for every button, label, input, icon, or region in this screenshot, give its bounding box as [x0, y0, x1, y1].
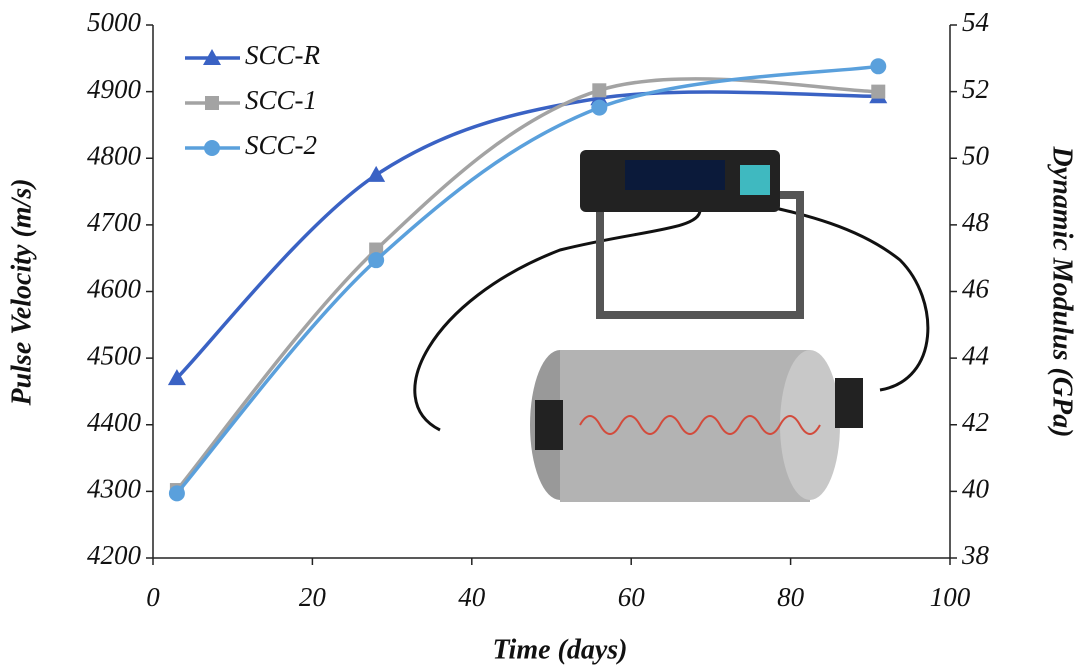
y-tick-label: 4500 [87, 340, 142, 370]
marker [367, 165, 386, 182]
marker [591, 99, 608, 116]
y-axis-title: Pulse Velocity (m/s) [6, 178, 37, 406]
y2-tick-label: 52 [962, 74, 989, 104]
marker [592, 83, 607, 98]
y2-tick-label: 38 [961, 540, 990, 570]
marker [870, 58, 887, 75]
y-tick-label: 5000 [87, 7, 142, 37]
y-tick-label: 4600 [87, 274, 142, 304]
marker [205, 96, 219, 110]
y2-tick-label: 54 [962, 7, 989, 37]
legend-label: SCC-R [245, 40, 321, 70]
x-tick-label: 60 [618, 582, 646, 612]
marker [871, 84, 886, 99]
legend-label: SCC-2 [245, 130, 317, 160]
marker [168, 485, 185, 502]
y2-tick-label: 48 [962, 207, 990, 237]
x-axis-title: Time (days) [492, 634, 627, 665]
y-tick-label: 4400 [87, 407, 142, 437]
series-line [175, 90, 879, 380]
y2-tick-label: 50 [962, 140, 990, 170]
y-tick-label: 4800 [87, 140, 142, 170]
y-tick-label: 4700 [87, 207, 142, 237]
y-tick-label: 4900 [87, 74, 142, 104]
series-line [175, 77, 879, 492]
y2-tick-label: 46 [962, 274, 990, 304]
y-tick-label: 4200 [87, 540, 142, 570]
series-line [175, 64, 879, 495]
marker [368, 252, 385, 269]
marker [167, 369, 186, 386]
x-tick-label: 40 [458, 582, 486, 612]
marker [204, 140, 220, 156]
y2-tick-label: 40 [962, 474, 990, 504]
illustration [413, 150, 930, 502]
marker [203, 49, 221, 65]
x-tick-label: 100 [930, 582, 971, 612]
x-tick-label: 0 [146, 582, 160, 612]
y2-axis-title: Dynamic Modulus (GPa) [1047, 146, 1078, 438]
x-tick-label: 20 [299, 582, 327, 612]
y2-tick-label: 44 [962, 340, 989, 370]
y-tick-label: 4300 [87, 474, 142, 504]
x-tick-label: 80 [777, 582, 805, 612]
y2-tick-label: 42 [962, 407, 989, 437]
legend-label: SCC-1 [245, 85, 317, 115]
